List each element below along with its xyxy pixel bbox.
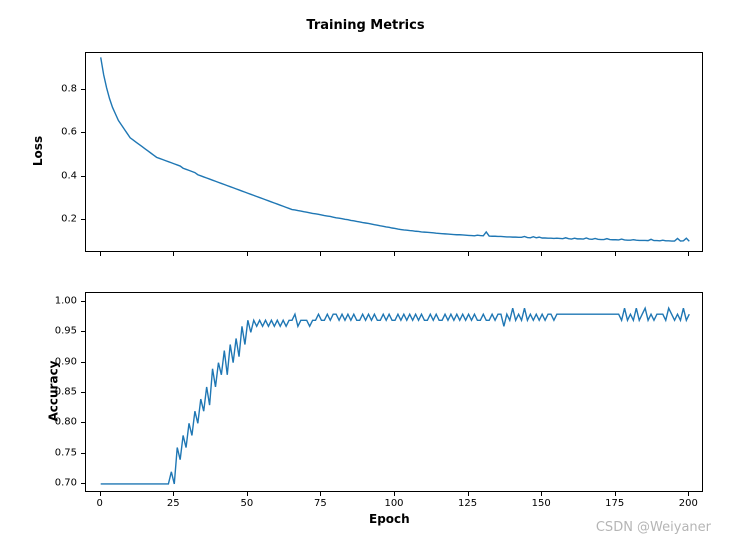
xtick-mark [173, 492, 174, 496]
ytick-label: 0.2 [49, 214, 77, 225]
xtick-mark [688, 492, 689, 496]
ytick-label: 0.90 [49, 356, 77, 367]
ytick-label: 0.8 [49, 83, 77, 94]
ytick-label: 0.95 [49, 326, 77, 337]
ytick-mark [81, 392, 85, 393]
xtick-label: 50 [240, 498, 253, 509]
accuracy-panel [85, 292, 703, 492]
xtick-label: 175 [605, 498, 624, 509]
ytick-label: 0.6 [49, 127, 77, 138]
figure-title: Training Metrics [0, 18, 731, 33]
xtick-mark [394, 252, 395, 256]
ytick-label: 0.4 [49, 170, 77, 181]
xtick-mark [100, 252, 101, 256]
xtick-mark [247, 492, 248, 496]
figure: Training Metrics Loss Accuracy Epoch CSD… [0, 0, 731, 541]
xtick-label: 0 [97, 498, 103, 509]
xtick-label: 150 [532, 498, 551, 509]
xtick-mark [394, 492, 395, 496]
xtick-label: 25 [167, 498, 180, 509]
ytick-label: 0.85 [49, 387, 77, 398]
xtick-label: 200 [679, 498, 698, 509]
loss-ylabel: Loss [31, 136, 45, 166]
xtick-mark [615, 252, 616, 256]
epoch-xlabel: Epoch [369, 512, 410, 526]
xtick-mark [100, 492, 101, 496]
xtick-mark [541, 492, 542, 496]
xtick-mark [615, 492, 616, 496]
ytick-mark [81, 331, 85, 332]
ytick-mark [81, 132, 85, 133]
xtick-mark [541, 252, 542, 256]
xtick-mark [320, 252, 321, 256]
xtick-mark [468, 492, 469, 496]
ytick-label: 0.70 [49, 477, 77, 488]
xtick-mark [247, 252, 248, 256]
ytick-mark [81, 301, 85, 302]
ytick-mark [81, 362, 85, 363]
ytick-label: 0.80 [49, 417, 77, 428]
ytick-mark [81, 453, 85, 454]
accuracy-line [86, 293, 702, 491]
ytick-mark [81, 483, 85, 484]
ytick-mark [81, 176, 85, 177]
ytick-mark [81, 219, 85, 220]
xtick-mark [688, 252, 689, 256]
xtick-label: 125 [458, 498, 477, 509]
ytick-mark [81, 422, 85, 423]
xtick-label: 75 [314, 498, 327, 509]
loss-line [86, 53, 702, 251]
ytick-label: 1.00 [49, 296, 77, 307]
xtick-mark [320, 492, 321, 496]
ytick-label: 0.75 [49, 447, 77, 458]
loss-panel [85, 52, 703, 252]
xtick-mark [468, 252, 469, 256]
xtick-label: 100 [384, 498, 403, 509]
xtick-mark [173, 252, 174, 256]
watermark: CSDN @Weiyaner [596, 520, 711, 535]
ytick-mark [81, 89, 85, 90]
